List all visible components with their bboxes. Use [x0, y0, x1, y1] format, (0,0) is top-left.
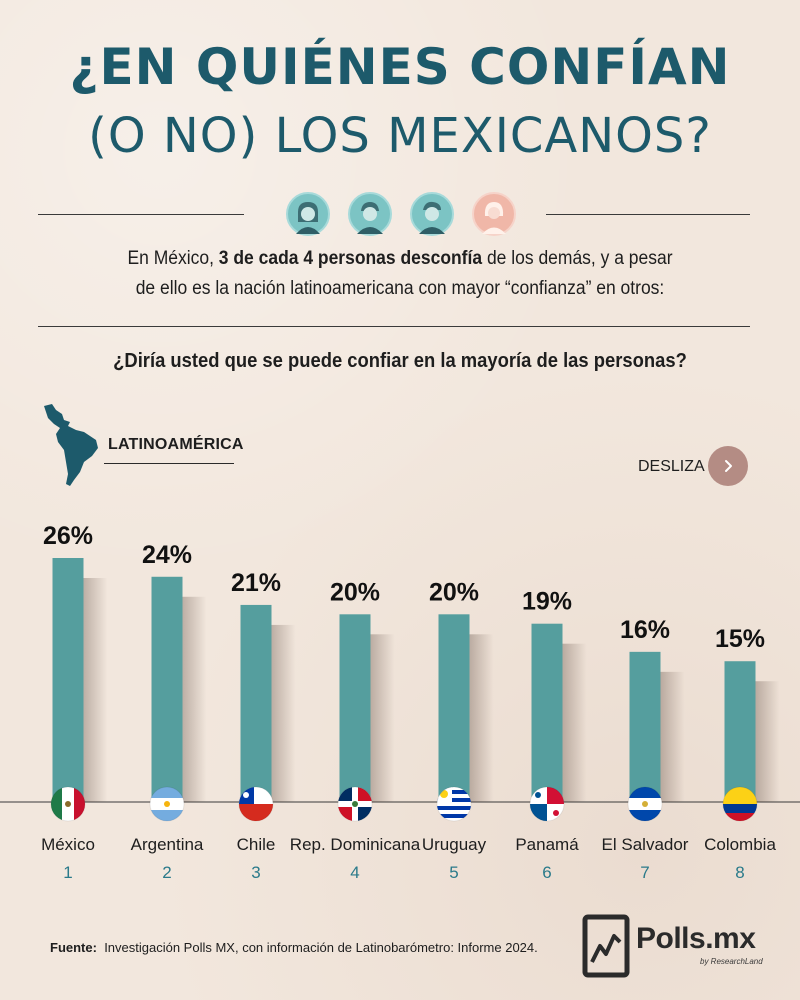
bar-1 [52, 558, 84, 802]
bar-shadow [83, 578, 108, 802]
bar-shadow [370, 634, 395, 802]
logo-name: Polls.mx [636, 922, 756, 955]
bar-shadow [182, 596, 207, 802]
flag-ring [436, 786, 472, 822]
divider-right [546, 214, 750, 215]
chevron-right-icon [725, 460, 732, 472]
divider-left [38, 214, 244, 215]
value-label: 20% [429, 578, 479, 606]
flag-ring [149, 786, 185, 822]
country-label: Argentina [131, 835, 204, 854]
value-label: 21% [231, 569, 281, 597]
bar-8 [724, 661, 756, 802]
value-label: 24% [142, 541, 192, 569]
person-icon [286, 192, 330, 236]
bar-shadow [562, 643, 587, 802]
rank-label: 5 [449, 863, 458, 882]
country-label: El Salvador [602, 835, 689, 854]
source-label: Fuente: [50, 940, 97, 955]
flag-ring [337, 786, 373, 822]
colombia-flag-icon [723, 787, 757, 821]
latin-america-map-icon [40, 402, 102, 493]
intro-highlight: 3 de cada 4 personas desconfía [218, 248, 483, 269]
flag-ring [529, 786, 565, 822]
logo-subtitle: by ResearchLand [700, 957, 763, 966]
rank-label: 3 [251, 863, 260, 882]
source-note: Fuente: Investigación Polls MX, con info… [50, 940, 538, 955]
intro-part-1: En México, [127, 248, 219, 269]
country-label: Colombia [704, 835, 776, 854]
title-line-2: (O NO) LOS MEXICANOS? [88, 108, 712, 164]
rank-label: 8 [735, 863, 744, 882]
bar-3 [240, 604, 272, 802]
title-line-1: ¿EN QUIÉNES CONFÍAN [69, 38, 731, 96]
intro-part-2: de los demás, y a pesar [482, 248, 673, 269]
bar-7 [629, 651, 661, 802]
country-label: Uruguay [422, 835, 487, 854]
value-label: 19% [522, 588, 572, 616]
flag-ring [627, 786, 663, 822]
rank-label: 2 [162, 863, 171, 882]
value-label: 26% [43, 522, 93, 550]
country-label: Rep. Dominicana [290, 835, 421, 854]
panama-flag-icon [530, 787, 564, 821]
person-icon [472, 192, 516, 236]
swipe-label: DESLIZA [638, 458, 705, 475]
rank-label: 7 [640, 863, 649, 882]
bar-5 [438, 614, 470, 802]
bar-shadow [469, 634, 494, 802]
value-label: 16% [620, 616, 670, 644]
intro-line-2: de ello es la nación latinoamericana con… [135, 278, 665, 299]
value-label: 15% [715, 625, 765, 653]
bar-shadow [271, 624, 296, 802]
person-icon [348, 192, 392, 236]
mexico-flag-icon [51, 787, 85, 821]
bar-4 [339, 614, 371, 802]
value-label: 20% [330, 578, 380, 606]
person-icon [410, 192, 454, 236]
rank-label: 1 [63, 863, 72, 882]
source-text: Investigación Polls MX, con información … [104, 940, 538, 955]
el-salvador-flag-icon [628, 787, 662, 821]
region-underline [104, 463, 234, 464]
intro-text: En México, 3 de cada 4 personas desconfí… [87, 244, 713, 304]
country-label: México [41, 835, 95, 854]
rank-label: 4 [350, 863, 359, 882]
polls-logo-icon [582, 914, 630, 983]
rank-label: 6 [542, 863, 551, 882]
country-label: Panamá [515, 835, 579, 854]
dominican-republic-flag-icon [338, 787, 372, 821]
divider-full [38, 326, 750, 327]
region-label: LATINOAMÉRICA [108, 436, 244, 453]
flag-ring [238, 786, 274, 822]
bar-6 [531, 623, 563, 802]
survey-question: ¿Diría usted que se puede confiar en la … [113, 350, 687, 372]
country-label: Chile [237, 835, 276, 854]
flag-ring [722, 786, 758, 822]
swipe-next-button[interactable] [708, 446, 748, 486]
argentina-flag-icon [150, 787, 184, 821]
flag-ring [50, 786, 86, 822]
bar-shadow [660, 671, 685, 802]
avatar-row [286, 192, 516, 236]
bar-shadow [755, 681, 780, 802]
bar-2 [151, 576, 183, 802]
bar-chart: 26% México 1 24% Argentina 2 21% Chile 3 20% Rep. … [0, 522, 800, 882]
